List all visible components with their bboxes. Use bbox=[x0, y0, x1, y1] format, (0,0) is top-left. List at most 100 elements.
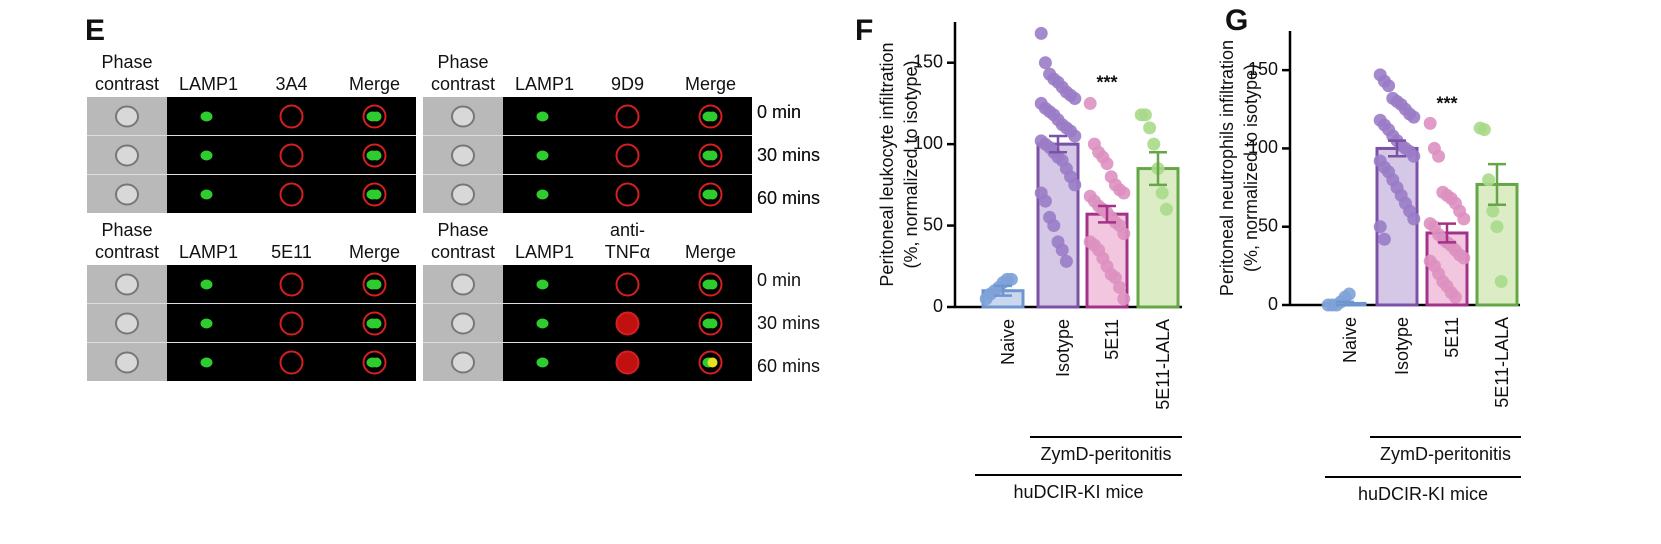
error-bar bbox=[1438, 222, 1456, 244]
data-point bbox=[1423, 116, 1437, 130]
lamp1-signal bbox=[200, 189, 213, 200]
significance: *** bbox=[1096, 73, 1117, 93]
column-header: TNFα bbox=[605, 242, 650, 262]
data-point bbox=[1113, 280, 1127, 294]
cell bbox=[451, 105, 475, 128]
y-tick-label: 0 bbox=[933, 296, 943, 316]
column-header: Merge bbox=[685, 242, 736, 262]
error-bar bbox=[1098, 204, 1116, 224]
data-point bbox=[1457, 212, 1471, 226]
data-point bbox=[1342, 287, 1356, 301]
lamp1-signal bbox=[707, 111, 718, 122]
data-point bbox=[1117, 186, 1131, 200]
ring-signal bbox=[362, 272, 387, 297]
lamp1-signal bbox=[371, 279, 382, 290]
column-header: 3A4 bbox=[275, 74, 307, 94]
ring-signal bbox=[279, 182, 304, 207]
lamp1-signal bbox=[200, 150, 213, 161]
column-header: LAMP1 bbox=[179, 242, 238, 262]
lamp1-signal bbox=[707, 318, 718, 329]
y-tick-label: 0 bbox=[1268, 294, 1278, 314]
micrograph bbox=[250, 265, 333, 303]
ring-signal bbox=[698, 311, 723, 336]
ring-signal bbox=[362, 350, 387, 375]
ring-signal bbox=[362, 143, 387, 168]
data-point bbox=[1482, 173, 1496, 187]
lamp1-signal bbox=[707, 189, 718, 200]
ring-signal bbox=[279, 311, 304, 336]
column-header: contrast bbox=[95, 74, 159, 94]
data-point bbox=[1117, 227, 1131, 241]
error-bar bbox=[1388, 139, 1406, 158]
data-point bbox=[1055, 243, 1069, 257]
y-axis-title: Peritoneal neutrophils infiltration bbox=[1217, 40, 1237, 296]
data-point bbox=[1486, 204, 1500, 218]
data-point bbox=[1047, 219, 1061, 233]
data-point bbox=[1159, 202, 1173, 216]
data-point bbox=[1143, 121, 1157, 135]
time-label: 0 min bbox=[757, 102, 801, 122]
lamp1-signal bbox=[536, 111, 549, 122]
y-axis-title: (%, normalized to isotype) bbox=[1241, 64, 1261, 272]
error-bar bbox=[1336, 300, 1354, 307]
cell bbox=[115, 183, 139, 206]
lamp1-signal bbox=[536, 357, 549, 368]
ring-signal bbox=[698, 272, 723, 297]
x-tick-label: Naive bbox=[1340, 317, 1360, 363]
data-point bbox=[1477, 123, 1491, 137]
ring-signal bbox=[615, 182, 640, 207]
column-header: LAMP1 bbox=[179, 74, 238, 94]
lamp1-signal bbox=[707, 150, 718, 161]
data-point bbox=[1138, 108, 1152, 122]
x-tick-label: 5E11 bbox=[1102, 319, 1122, 360]
time-label: 60 mins bbox=[757, 188, 820, 208]
data-point bbox=[1038, 194, 1052, 208]
cell bbox=[115, 312, 139, 335]
ring-signal bbox=[698, 350, 723, 375]
y-tick-label: 100 bbox=[913, 133, 943, 153]
cell bbox=[115, 144, 139, 167]
micrograph bbox=[586, 175, 669, 213]
column-header: Merge bbox=[349, 242, 400, 262]
cell bbox=[115, 105, 139, 128]
ring-signal bbox=[615, 350, 640, 375]
time-label: 30 mins bbox=[757, 145, 820, 165]
data-point bbox=[1373, 220, 1387, 234]
time-label: 30 mins bbox=[757, 145, 820, 165]
lamp1-signal bbox=[536, 189, 549, 200]
lamp1-signal bbox=[707, 279, 718, 290]
y-axis-title: (%, normalized to isotype) bbox=[901, 60, 921, 268]
data-point bbox=[1155, 186, 1169, 200]
lamp1-signal bbox=[371, 189, 382, 200]
lamp1-signal bbox=[536, 279, 549, 290]
lamp1-signal bbox=[200, 318, 213, 329]
error-bar bbox=[1149, 151, 1167, 187]
y-tick-label: 100 bbox=[1248, 137, 1278, 157]
panel-label: F bbox=[855, 14, 873, 47]
lamp1-signal bbox=[371, 357, 382, 368]
ring-signal bbox=[279, 350, 304, 375]
micrograph bbox=[250, 175, 333, 213]
ring-signal bbox=[362, 182, 387, 207]
data-point bbox=[1038, 56, 1052, 70]
data-point bbox=[1407, 110, 1421, 124]
time-label: 60 mins bbox=[757, 188, 820, 208]
column-header: Merge bbox=[349, 74, 400, 94]
data-point bbox=[1147, 137, 1161, 151]
ring-signal bbox=[279, 272, 304, 297]
lamp1-signal bbox=[200, 279, 213, 290]
column-header: 9D9 bbox=[611, 74, 644, 94]
y-tick-label: 150 bbox=[1248, 59, 1278, 79]
error-bar bbox=[1488, 162, 1506, 207]
data-point bbox=[1108, 271, 1122, 285]
cell bbox=[451, 351, 475, 374]
lamp1-signal bbox=[371, 150, 382, 161]
x-tick-label: 5E11-LALA bbox=[1492, 317, 1512, 408]
x-tick-label: 5E11 bbox=[1442, 317, 1462, 358]
cell bbox=[115, 351, 139, 374]
ring-signal bbox=[615, 311, 640, 336]
ring-signal bbox=[279, 143, 304, 168]
column-header: Phase bbox=[101, 52, 152, 72]
micrograph bbox=[586, 265, 669, 303]
ring-signal bbox=[698, 104, 723, 129]
